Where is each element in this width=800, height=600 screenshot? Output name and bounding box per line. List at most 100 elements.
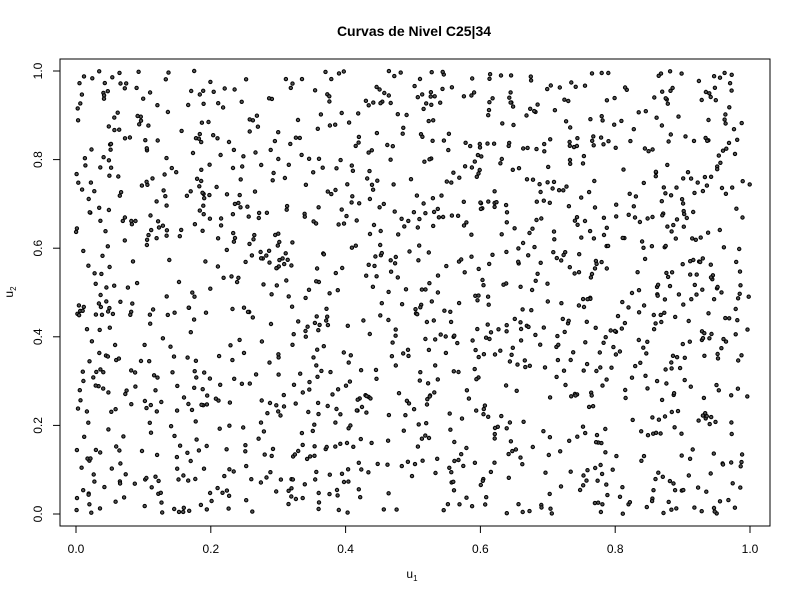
scatter-point xyxy=(498,348,503,353)
scatter-point xyxy=(162,172,167,177)
scatter-point xyxy=(571,350,576,355)
scatter-point xyxy=(435,456,440,461)
scatter-point xyxy=(324,318,329,323)
scatter-point xyxy=(290,342,295,347)
scatter-point xyxy=(333,270,338,276)
scatter-point xyxy=(504,249,509,255)
scatter-point xyxy=(346,360,351,365)
scatter-point xyxy=(689,297,694,302)
scatter-point xyxy=(615,313,621,319)
scatter-point xyxy=(491,141,497,146)
scatter-point xyxy=(312,422,317,427)
scatter-point xyxy=(259,398,264,403)
scatter-point xyxy=(98,367,103,372)
scatter-point xyxy=(524,113,529,118)
scatter-point xyxy=(276,409,281,414)
scatter-point xyxy=(311,170,316,175)
scatter-point xyxy=(459,452,464,457)
scatter-point xyxy=(551,250,556,255)
scatter-point xyxy=(104,299,109,304)
scatter-point xyxy=(276,130,281,135)
scatter-point xyxy=(546,452,551,458)
scatter-point xyxy=(132,370,138,375)
scatter-point xyxy=(427,281,432,286)
scatter-point xyxy=(175,383,180,389)
scatter-point xyxy=(515,362,520,367)
scatter-point xyxy=(577,252,582,257)
scatter-point xyxy=(631,204,636,209)
scatter-point xyxy=(403,413,408,418)
scatter-point xyxy=(207,162,212,167)
scatter-point xyxy=(354,408,359,413)
scatter-point xyxy=(644,351,649,356)
scatter-point xyxy=(74,226,80,231)
scatter-point xyxy=(252,189,258,194)
scatter-point xyxy=(226,493,232,498)
scatter-point xyxy=(483,502,488,507)
scatter-point xyxy=(327,291,332,296)
scatter-point xyxy=(117,481,123,486)
plot-frame xyxy=(59,58,771,527)
scatter-point xyxy=(187,508,192,513)
scatter-point xyxy=(218,223,224,228)
scatter-point xyxy=(594,432,600,438)
scatter-point xyxy=(545,86,550,92)
scatter-point xyxy=(160,510,165,515)
scatter-point xyxy=(597,350,602,355)
scatter-point xyxy=(704,489,709,494)
scatter-point xyxy=(155,103,160,108)
scatter-point xyxy=(589,71,595,76)
scatter-point xyxy=(490,252,495,258)
scatter-point xyxy=(461,223,467,228)
scatter-point xyxy=(528,106,533,112)
scatter-point xyxy=(449,180,454,185)
scatter-point xyxy=(185,450,190,455)
scatter-point xyxy=(369,148,374,153)
scatter-point xyxy=(356,460,361,465)
scatter-point xyxy=(359,404,365,410)
scatter-point xyxy=(669,507,674,512)
scatter-point xyxy=(528,78,534,83)
scatter-point xyxy=(471,90,477,95)
scatter-point xyxy=(659,397,665,403)
scatter-point xyxy=(474,377,479,382)
scatter-point xyxy=(442,308,447,313)
scatter-point xyxy=(660,89,665,94)
scatter-point xyxy=(473,347,478,353)
scatter-point xyxy=(99,271,104,277)
scatter-point xyxy=(244,463,249,469)
scatter-point xyxy=(402,224,407,229)
scatter-point xyxy=(705,138,710,144)
scatter-point xyxy=(334,487,340,493)
scatter-point xyxy=(464,495,469,500)
scatter-point xyxy=(192,294,197,299)
scatter-point xyxy=(704,183,710,188)
scatter-point xyxy=(124,388,129,393)
scatter-point xyxy=(733,332,738,337)
scatter-point xyxy=(364,273,369,278)
scatter-point xyxy=(650,147,655,152)
scatter-point xyxy=(118,81,123,86)
scatter-point xyxy=(669,229,674,234)
scatter-point xyxy=(651,327,657,332)
scatter-point xyxy=(667,478,673,484)
scatter-point xyxy=(600,118,605,123)
scatter-point xyxy=(469,254,474,259)
scatter-point xyxy=(506,475,511,480)
scatter-point xyxy=(681,302,686,307)
scatter-point xyxy=(730,185,735,190)
scatter-point xyxy=(421,201,426,206)
scatter-point xyxy=(289,494,294,499)
scatter-point xyxy=(620,299,625,305)
scatter-point xyxy=(614,214,619,219)
scatter-point xyxy=(651,488,656,493)
scatter-point xyxy=(406,353,411,359)
scatter-point xyxy=(200,387,205,392)
scatter-point xyxy=(207,216,213,221)
scatter-point xyxy=(737,269,743,274)
scatter-point xyxy=(614,202,619,207)
scatter-point xyxy=(573,393,578,398)
scatter-point xyxy=(654,115,659,120)
scatter-point xyxy=(306,156,312,162)
scatter-point xyxy=(217,426,222,431)
